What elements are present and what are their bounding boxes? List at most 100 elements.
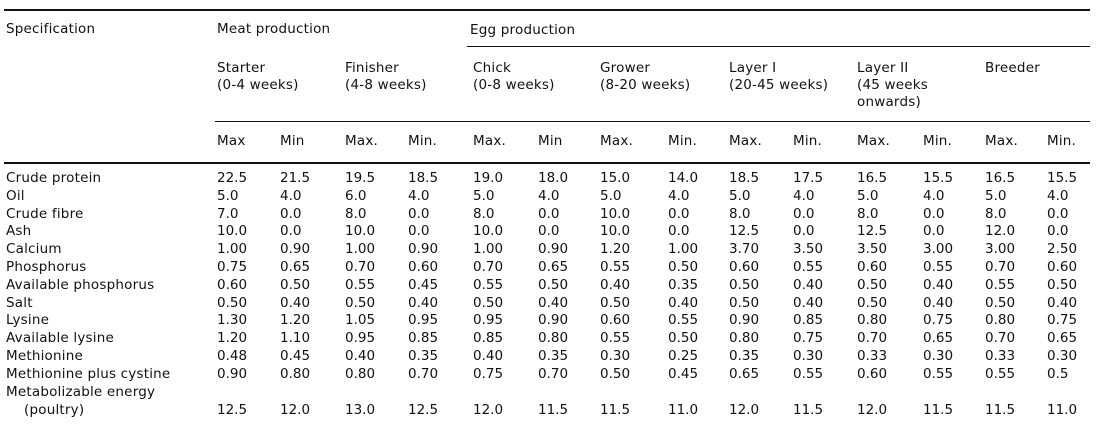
row-label: Methionine	[6, 348, 83, 364]
table-cell: 0.0	[923, 205, 945, 222]
table-cell: 4.0	[538, 187, 560, 204]
row-label: Metabolizable energy	[6, 383, 156, 400]
table-cell: 0.33	[857, 348, 888, 364]
table-cell: 5.0	[473, 187, 495, 204]
table-cell: 0.25	[668, 348, 699, 364]
table-cell: 0.40	[538, 294, 569, 311]
table-cell: 0.60	[857, 365, 888, 382]
table-cell: 8.0	[729, 205, 751, 222]
table-cell: 8.0	[473, 205, 495, 222]
table-cell: 0.80	[857, 312, 888, 329]
table-cell: 8.0	[985, 205, 1007, 222]
maxmin-header: Min.	[668, 133, 698, 149]
table-cell: 11.0	[668, 401, 699, 418]
table-cell: 10.0	[345, 223, 376, 240]
table-cell: 0.40	[408, 294, 439, 311]
table-cell: 0.50	[538, 276, 569, 293]
table-cell: 0.50	[345, 294, 376, 311]
table-cell: 0.95	[408, 312, 439, 329]
table-cell: 3.50	[793, 241, 824, 258]
table-cell: 0.65	[280, 259, 311, 275]
maxmin-header: Max	[217, 133, 246, 149]
table-cell: 22.5	[217, 170, 248, 186]
table-cell: 0.75	[1047, 312, 1078, 329]
table-cell: 0.50	[217, 294, 248, 311]
table-cell: 12.5	[729, 223, 760, 240]
table-cell: 0.50	[600, 365, 631, 382]
table-cell: 18.0	[538, 170, 569, 186]
table-cell: 0.55	[923, 259, 954, 275]
maxmin-header: Min.	[793, 133, 823, 149]
table-cell: 8.0	[857, 205, 879, 222]
table-cell: 11.5	[538, 401, 569, 418]
table-cell: 0.40	[793, 276, 824, 293]
table-cell: 0.60	[729, 259, 760, 275]
table-cell: 13.0	[345, 401, 376, 418]
table-cell: 0.95	[473, 312, 504, 329]
table-cell: 12.0	[280, 401, 311, 418]
table-cell: 0.90	[217, 365, 248, 382]
table-cell: 0.75	[923, 312, 954, 329]
group-label: Chick	[473, 60, 511, 76]
table-cell: 12.0	[473, 401, 504, 418]
row-label: Crude fibre	[6, 205, 84, 222]
table-cell: 0.60	[857, 259, 888, 275]
meat-production-header: Meat production	[217, 21, 331, 37]
table-cell: 0.95	[345, 330, 376, 347]
egg-production-rule	[467, 46, 1090, 48]
table-cell: 0.60	[408, 259, 439, 275]
maxmin-header: Min	[280, 133, 305, 149]
table-cell: 12.0	[857, 401, 888, 418]
table-cell: 0.0	[280, 223, 302, 240]
table-cell: 0.50	[473, 294, 504, 311]
row-label: Lysine	[6, 312, 50, 329]
table-cell: 0.0	[538, 223, 560, 240]
table-cell: 12.5	[408, 401, 439, 418]
group-sublabel: (45 weeks onwards)	[857, 77, 929, 110]
table-cell: 0.0	[408, 223, 430, 240]
table-cell: 0.35	[668, 276, 699, 293]
row-label: Available phosphorus	[6, 276, 155, 293]
table-cell: 10.0	[600, 223, 631, 240]
table-cell: 5.0	[985, 187, 1007, 204]
group-sublabel: (20-45 weeks)	[729, 77, 829, 93]
table-cell: 0.40	[923, 294, 954, 311]
table-cell: 15.5	[1047, 170, 1078, 186]
table-cell: 0.40	[280, 294, 311, 311]
table-cell: 10.0	[473, 223, 504, 240]
table-cell: 16.5	[857, 170, 888, 186]
group-label: Breeder	[985, 60, 1040, 76]
table-cell: 5.0	[217, 187, 239, 204]
table-cell: 0.40	[600, 276, 631, 293]
table-cell: 0.0	[1047, 223, 1069, 240]
table-cell: 0.45	[280, 348, 311, 364]
table-cell: 11.5	[923, 401, 954, 418]
table-cell: 2.50	[1047, 241, 1078, 258]
table-cell: 12.5	[857, 223, 888, 240]
table-cell: 0.50	[668, 259, 699, 275]
group-label: Starter	[217, 60, 266, 76]
table-cell: 0.0	[668, 205, 690, 222]
maxmin-header: Min.	[1047, 133, 1077, 149]
table-cell: 1.30	[217, 312, 248, 329]
row-label: Ash	[6, 223, 32, 240]
table-cell: 0.90	[538, 312, 569, 329]
table-cell: 0.55	[600, 259, 631, 275]
table-cell: 0.35	[729, 348, 760, 364]
table-cell: 0.65	[538, 259, 569, 275]
row-label: Calcium	[6, 241, 62, 258]
table-cell: 4.0	[923, 187, 945, 204]
table-cell: 12.0	[729, 401, 760, 418]
table-cell: 10.0	[600, 205, 631, 222]
row-label: Crude protein	[6, 170, 102, 186]
table-cell: 3.50	[857, 241, 888, 258]
table-cell: 0.70	[408, 365, 439, 382]
table-cell: 17.5	[793, 170, 824, 186]
table-cell: 0.85	[408, 330, 439, 347]
table-cell: 4.0	[668, 187, 690, 204]
table-cell: 6.0	[345, 187, 367, 204]
table-cell: 1.00	[217, 241, 248, 258]
table-cell: 0.0	[793, 223, 815, 240]
table-cell: 0.0	[793, 205, 815, 222]
table-cell: 0.30	[793, 348, 824, 364]
